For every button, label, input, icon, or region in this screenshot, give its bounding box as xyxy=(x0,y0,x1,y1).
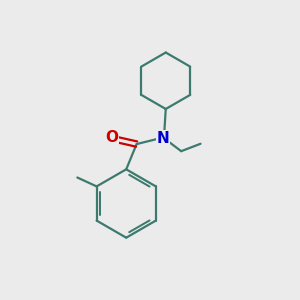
Text: N: N xyxy=(156,131,169,146)
Text: O: O xyxy=(105,130,118,145)
